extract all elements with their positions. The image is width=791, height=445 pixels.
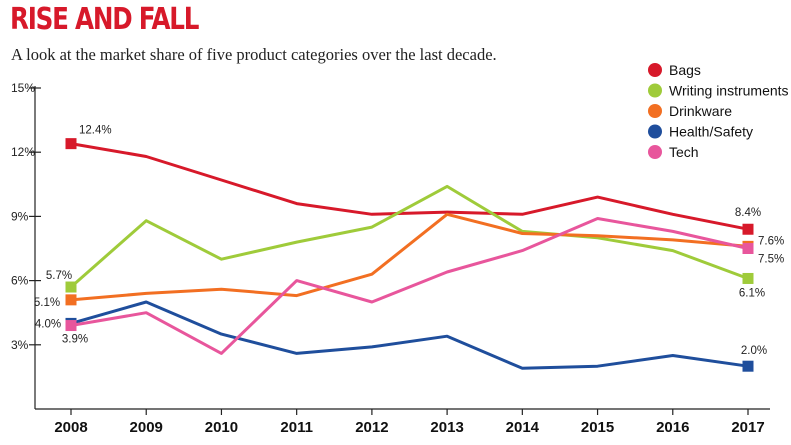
x-tick-label: 2009 — [130, 419, 163, 436]
x-tick-label: 2008 — [54, 419, 87, 436]
data-label: 7.5% — [758, 254, 784, 266]
chart-subtitle: A look at the market share of five produ… — [11, 45, 497, 64]
data-point-marker-tech — [65, 320, 77, 332]
data-point-marker-health-safety — [742, 360, 754, 372]
y-tick-label: 15% — [11, 81, 35, 95]
y-tick-label: 3% — [11, 338, 29, 352]
x-tick-label: 2010 — [205, 419, 238, 436]
data-point-marker-drinkware — [65, 294, 77, 306]
data-label: 7.6% — [758, 235, 784, 247]
x-tick-label: 2017 — [731, 419, 764, 436]
series-line-bags — [70, 142, 749, 231]
x-tick-label: 2011 — [280, 419, 313, 436]
legend-swatch — [648, 63, 662, 77]
y-tick-label: 6% — [11, 274, 29, 288]
data-point-marker-bags — [742, 223, 754, 235]
series-line-health-safety — [70, 300, 749, 370]
data-label: 6.1% — [739, 287, 765, 299]
y-tick-label: 9% — [11, 209, 29, 223]
x-tick-label: 2012 — [355, 419, 388, 436]
x-tick-label: 2016 — [656, 419, 689, 436]
legend-swatch — [648, 104, 662, 118]
data-label: 12.4% — [79, 125, 112, 137]
x-tick-label: 2014 — [506, 419, 540, 436]
legend-label: Tech — [669, 144, 699, 160]
series-line-tech — [70, 217, 749, 355]
legend-swatch — [648, 83, 662, 98]
legend-label: Drinkware — [669, 103, 732, 119]
legend-label: Bags — [669, 62, 701, 78]
data-point-marker-bags — [65, 138, 77, 150]
data-point-marker-tech — [742, 243, 754, 254]
data-label: 5.1% — [34, 297, 60, 309]
legend-swatch — [648, 145, 662, 159]
y-tick-label: 12% — [11, 145, 35, 159]
data-point-marker-writing-instruments — [742, 272, 754, 284]
x-tick-label: 2015 — [581, 419, 614, 436]
x-tick-label: 2013 — [430, 419, 463, 436]
data-label: 3.9% — [62, 334, 88, 346]
data-label: 4.0% — [35, 318, 61, 330]
data-label: 8.4% — [735, 207, 761, 219]
legend-label: Writing instruments — [669, 83, 789, 99]
legend-label: Health/Safety — [669, 124, 753, 140]
series-line-drinkware — [70, 212, 749, 302]
data-label: 5.7% — [46, 270, 72, 282]
legend-swatch — [648, 124, 662, 139]
data-point-marker-writing-instruments — [65, 281, 77, 293]
chart-title: RISE AND FALL — [10, 2, 199, 37]
data-label: 2.0% — [741, 345, 767, 357]
series-line-writing-instruments — [70, 184, 749, 289]
